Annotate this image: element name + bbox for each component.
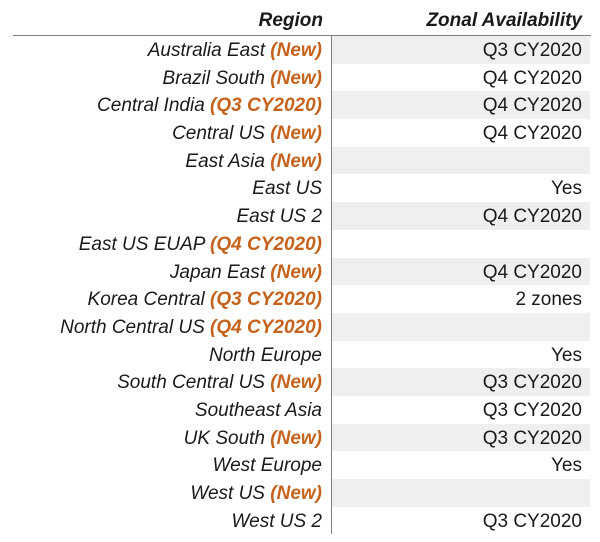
region-cell: Brazil South (New)	[163, 68, 322, 90]
row-shading	[332, 202, 590, 230]
availability-cell: Q4 CY2020	[482, 123, 582, 145]
region-name: UK South	[183, 427, 265, 449]
table-row: West US 2 Q3 CY2020	[0, 507, 600, 535]
region-cell: Australia East (New)	[148, 40, 322, 62]
table-row: Korea Central (Q3 CY2020) 2 zones	[0, 285, 600, 313]
table-row: UK South (New) Q3 CY2020	[0, 423, 600, 452]
availability-cell: 2 zones	[515, 289, 582, 311]
region-status-tag: (New)	[270, 123, 322, 145]
table-row: Central India (Q3 CY2020) Q4 CY2020	[0, 91, 600, 120]
region-name: Southeast Asia	[194, 399, 322, 421]
region-status-tag: (Q3 CY2020)	[210, 95, 322, 117]
row-shading	[332, 423, 590, 452]
table-row: West US (New)	[0, 479, 600, 507]
availability-cell: Q4 CY2020	[482, 261, 582, 283]
region-cell: Central India (Q3 CY2020)	[97, 95, 322, 117]
region-name: East US 2	[236, 206, 322, 228]
table-row: North Europe Yes	[0, 341, 600, 369]
region-status-tag: (New)	[270, 483, 322, 504]
table-header: Region Zonal Availability	[0, 0, 600, 36]
region-name: West US 2	[231, 510, 322, 532]
row-shading	[332, 479, 590, 507]
availability-cell: Q4 CY2020	[482, 67, 582, 89]
header-divider	[13, 35, 591, 36]
region-name: South Central US	[117, 372, 265, 394]
region-cell: West US (New)	[190, 483, 322, 505]
availability-cell: Q3 CY2020	[482, 427, 582, 449]
table-body: Australia East (New) Q3 CY2020 Brazil Sout…	[0, 36, 600, 534]
region-cell: East US 2	[236, 206, 322, 228]
region-cell: East Asia (New)	[185, 151, 322, 173]
availability-column-header: Zonal Availability	[426, 10, 582, 31]
availability-cell: Q3 CY2020	[482, 510, 582, 532]
region-name: Central US	[172, 123, 265, 145]
region-name: West US	[190, 483, 265, 504]
region-name: East US	[252, 178, 322, 200]
row-shading	[332, 230, 590, 258]
region-name: Australia East	[147, 40, 265, 61]
table-row: East US 2 Q4 CY2020	[0, 202, 600, 230]
table-row: East US EUAP (Q4 CY2020)	[0, 230, 600, 258]
availability-cell: Yes	[551, 344, 582, 366]
row-shading	[332, 257, 590, 286]
region-cell: East US EUAP (Q4 CY2020)	[79, 234, 322, 256]
region-status-tag: (New)	[270, 40, 322, 61]
region-cell: Japan East (New)	[170, 262, 322, 284]
availability-cell: Q3 CY2020	[482, 372, 582, 394]
region-cell: South Central US (New)	[117, 372, 322, 394]
row-shading	[332, 36, 590, 64]
table-row: North Central US (Q4 CY2020)	[0, 312, 600, 341]
region-cell: West US 2	[232, 511, 322, 533]
region-status-tag: (Q4 CY2020)	[210, 233, 322, 255]
region-status-tag: (Q4 CY2020)	[210, 316, 322, 338]
table-row: Australia East (New) Q3 CY2020	[0, 36, 600, 64]
region-status-tag: (New)	[270, 67, 322, 89]
region-name: North Europe	[208, 344, 322, 366]
region-cell: Southeast Asia	[195, 400, 322, 422]
region-column-header: Region	[258, 10, 323, 31]
region-name: North Central US	[60, 316, 205, 338]
region-status-tag: (New)	[270, 427, 322, 449]
table-row: Central US (New) Q4 CY2020	[0, 119, 600, 147]
table-row: Southeast Asia Q3 CY2020	[0, 396, 600, 424]
table-row: East Asia (New)	[0, 146, 600, 175]
table-row: East US Yes	[0, 174, 600, 202]
availability-cell: Q4 CY2020	[482, 206, 582, 228]
row-shading	[332, 91, 590, 120]
availability-cell: Q3 CY2020	[482, 399, 582, 421]
row-shading	[332, 146, 590, 175]
region-cell: North Central US (Q4 CY2020)	[60, 317, 322, 339]
table-row: South Central US (New) Q3 CY2020	[0, 368, 600, 396]
table-row: West Europe Yes	[0, 451, 600, 479]
region-name: East US EUAP	[78, 233, 205, 255]
region-status-tag: (New)	[270, 261, 322, 283]
region-name: Japan East	[169, 261, 265, 283]
region-cell: East US	[252, 178, 322, 200]
availability-cell: Q3 CY2020	[482, 40, 582, 61]
region-cell: UK South (New)	[184, 428, 322, 450]
availability-cell: Yes	[551, 455, 582, 477]
region-cell: Korea Central (Q3 CY2020)	[88, 289, 322, 311]
region-status-tag: (Q3 CY2020)	[210, 289, 322, 311]
region-name: East Asia	[185, 150, 265, 172]
region-cell: North Europe	[209, 345, 322, 367]
region-name: Brazil South	[162, 67, 265, 89]
row-shading	[332, 312, 590, 341]
region-cell: Central US (New)	[172, 123, 322, 145]
region-name: Central India	[97, 95, 205, 117]
region-status-tag: (New)	[270, 150, 322, 172]
region-cell: West Europe	[213, 455, 322, 477]
column-divider	[331, 36, 332, 534]
region-name: Korea Central	[87, 289, 205, 311]
region-name: West Europe	[212, 455, 322, 477]
availability-cell: Yes	[551, 178, 582, 200]
availability-cell: Q4 CY2020	[482, 95, 582, 117]
table-row: Brazil South (New) Q4 CY2020	[0, 64, 600, 92]
table-row: Japan East (New) Q4 CY2020	[0, 257, 600, 286]
region-status-tag: (New)	[270, 372, 322, 394]
row-shading	[332, 368, 590, 396]
